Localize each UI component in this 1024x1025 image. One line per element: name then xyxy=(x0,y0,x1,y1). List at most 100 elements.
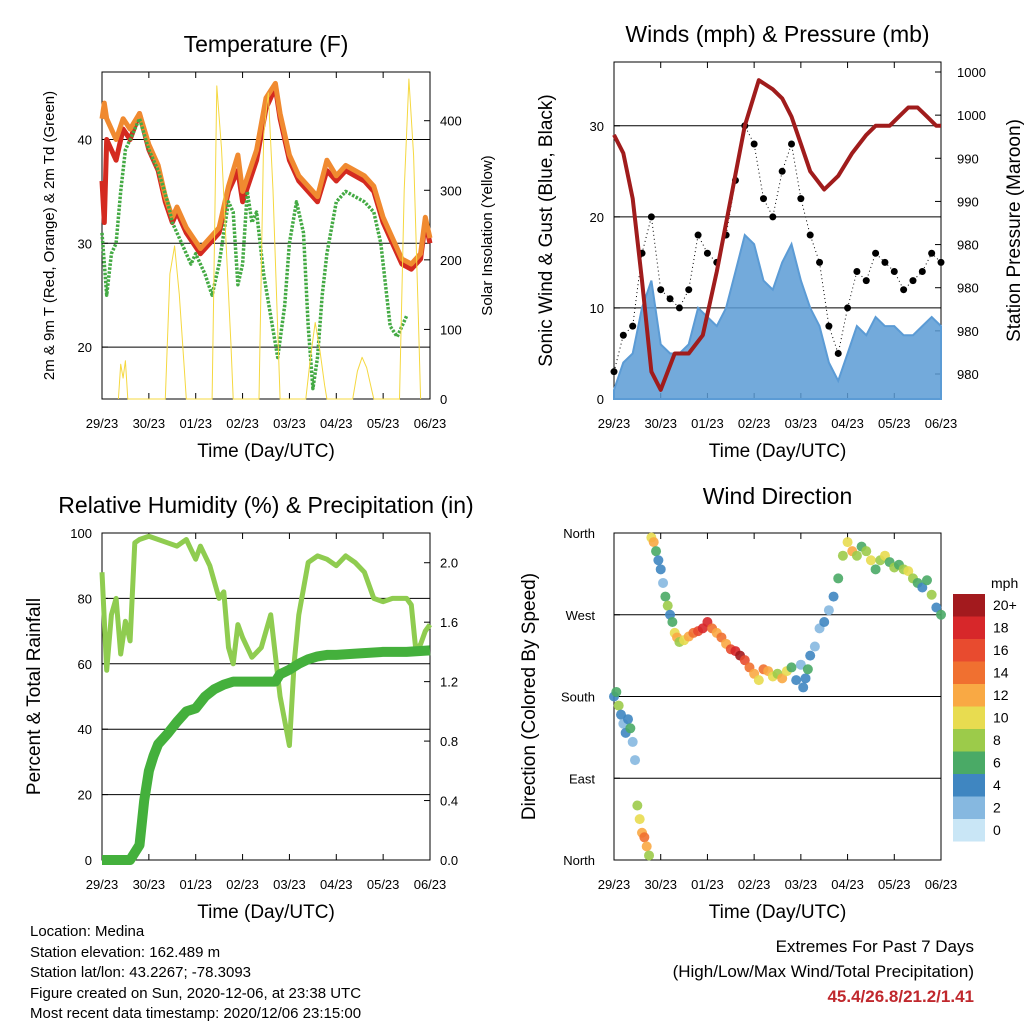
direction-point xyxy=(786,662,797,673)
gust-point xyxy=(797,195,805,203)
panel-1-xlabel: Time (Day/UTC) xyxy=(197,441,335,462)
direction-point xyxy=(660,591,671,602)
direction-point xyxy=(651,546,662,557)
gust-point xyxy=(844,304,852,312)
direction-point xyxy=(648,537,659,548)
gust-point xyxy=(862,277,870,285)
panel-1-xtick-label: 03/23 xyxy=(273,416,306,431)
panel-2-title: Winds (mph) & Pressure (mb) xyxy=(625,21,929,47)
panel-3-ytick-label: 60 xyxy=(78,657,92,672)
series-line-2m-td xyxy=(100,116,409,391)
panel-3-ytick-right-label: 2.0 xyxy=(440,556,458,571)
direction-point xyxy=(865,555,876,566)
legend-swatch xyxy=(953,729,985,752)
panel-3-xtick-label: 06/23 xyxy=(414,877,447,892)
legend-label: 0 xyxy=(993,822,1001,838)
legend-label: 14 xyxy=(993,665,1009,681)
direction-point xyxy=(861,546,872,557)
panel-4-xtick-label: 01/23 xyxy=(691,877,724,892)
legend-swatch xyxy=(953,594,985,617)
panel-4-xtick-label: 29/23 xyxy=(598,877,631,892)
gust-point xyxy=(647,213,655,221)
extremes-title: Extremes For Past 7 Days xyxy=(775,937,974,956)
gust-point xyxy=(694,231,702,239)
legend-swatch xyxy=(953,819,985,842)
direction-point xyxy=(903,566,914,577)
legend-swatch xyxy=(953,661,985,684)
panel-3-ytick-label: 80 xyxy=(78,591,92,606)
extremes-values: 45.4/26.8/21.2/1.41 xyxy=(827,987,974,1006)
panel-3-ytick-label: 100 xyxy=(70,526,92,541)
panel-1-ytick-right-label: 200 xyxy=(440,253,462,268)
legend-swatch xyxy=(953,639,985,662)
panel-2-ylabel-right: Station Pressure (Maroon) xyxy=(1004,119,1024,342)
legend-swatch xyxy=(953,796,985,819)
series-area-sonic-wind xyxy=(613,233,942,400)
legend-swatch xyxy=(953,706,985,729)
panel-4-xtick-label: 02/23 xyxy=(738,877,771,892)
legend-swatch xyxy=(953,616,985,639)
direction-point xyxy=(851,550,862,561)
panel-3-ytick-right-label: 0.4 xyxy=(440,794,458,809)
gust-point xyxy=(675,304,683,312)
direction-point xyxy=(802,664,813,675)
gust-point xyxy=(769,213,777,221)
gust-point xyxy=(890,267,898,275)
panel-1-xtick-label: 05/23 xyxy=(367,416,400,431)
legend-label: 6 xyxy=(993,755,1001,771)
panel-2-ylabel: Sonic Wind & Gust (Blue, Black) xyxy=(536,94,557,366)
legend-label: 16 xyxy=(993,642,1009,658)
panel-2-ytick-label: 10 xyxy=(590,301,604,316)
direction-point xyxy=(739,655,750,666)
gust-point xyxy=(629,322,637,330)
panel-1-title: Temperature (F) xyxy=(184,31,349,57)
panel-1-xtick-label: 29/23 xyxy=(86,416,119,431)
panel-1-xtick-label: 06/23 xyxy=(414,416,447,431)
legend-swatch xyxy=(953,751,985,774)
direction-point xyxy=(800,673,811,684)
direction-point xyxy=(833,573,844,584)
panel-2-ytick-right-label: 980 xyxy=(957,324,979,339)
panel-1-xtick-label: 04/23 xyxy=(320,416,353,431)
direction-point xyxy=(837,550,848,561)
panel-1-ytick-right-label: 300 xyxy=(440,183,462,198)
gust-point xyxy=(872,249,880,257)
direction-point xyxy=(630,755,641,766)
direction-point xyxy=(777,673,788,684)
direction-point xyxy=(655,564,666,575)
panel-4-ytick-label: East xyxy=(569,771,595,786)
direction-point xyxy=(658,577,669,588)
legend-label: 18 xyxy=(993,620,1009,636)
station-info: Location: Medina Station elevation: 162.… xyxy=(30,922,361,1025)
direction-point xyxy=(926,589,937,600)
panel-4-ytick-label: North xyxy=(563,853,595,868)
panel-2-ytick-right-label: 1000 xyxy=(957,65,986,80)
panel-3-title: Relative Humidity (%) & Precipitation (i… xyxy=(58,492,473,518)
direction-point xyxy=(613,700,624,711)
panel-1-xtick-label: 02/23 xyxy=(226,416,259,431)
panel-2-ytick-right-label: 990 xyxy=(957,194,979,209)
series-line-rh xyxy=(99,533,433,748)
panel-3-xtick-label: 03/23 xyxy=(273,877,306,892)
legend-swatch xyxy=(953,684,985,707)
direction-point xyxy=(842,537,853,548)
panel-2-ytick-right-label: 980 xyxy=(957,238,979,253)
panel-4-ylabel: Direction (Colored By Speed) xyxy=(519,573,540,820)
panel-4-ytick-label: North xyxy=(563,526,595,541)
panel-2-xtick-label: 05/23 xyxy=(878,416,911,431)
gust-point xyxy=(619,331,627,339)
direction-point xyxy=(809,641,820,652)
gust-point xyxy=(778,167,786,175)
panel-2-ytick-label: 30 xyxy=(590,119,604,134)
legend-label: 20+ xyxy=(993,597,1017,613)
panel-4-xlabel: Time (Day/UTC) xyxy=(709,902,847,923)
direction-point xyxy=(823,605,834,616)
panel-3-xtick-label: 30/23 xyxy=(133,877,166,892)
panel-2-xtick-label: 06/23 xyxy=(925,416,958,431)
panel-2-xtick-label: 03/23 xyxy=(785,416,818,431)
elevation-text: Station elevation: 162.489 m xyxy=(30,943,221,961)
direction-point xyxy=(753,675,764,686)
panel-3-ytick-right-label: 0.8 xyxy=(440,734,458,749)
extremes-subtitle: (High/Low/Max Wind/Total Precipitation) xyxy=(672,962,974,981)
